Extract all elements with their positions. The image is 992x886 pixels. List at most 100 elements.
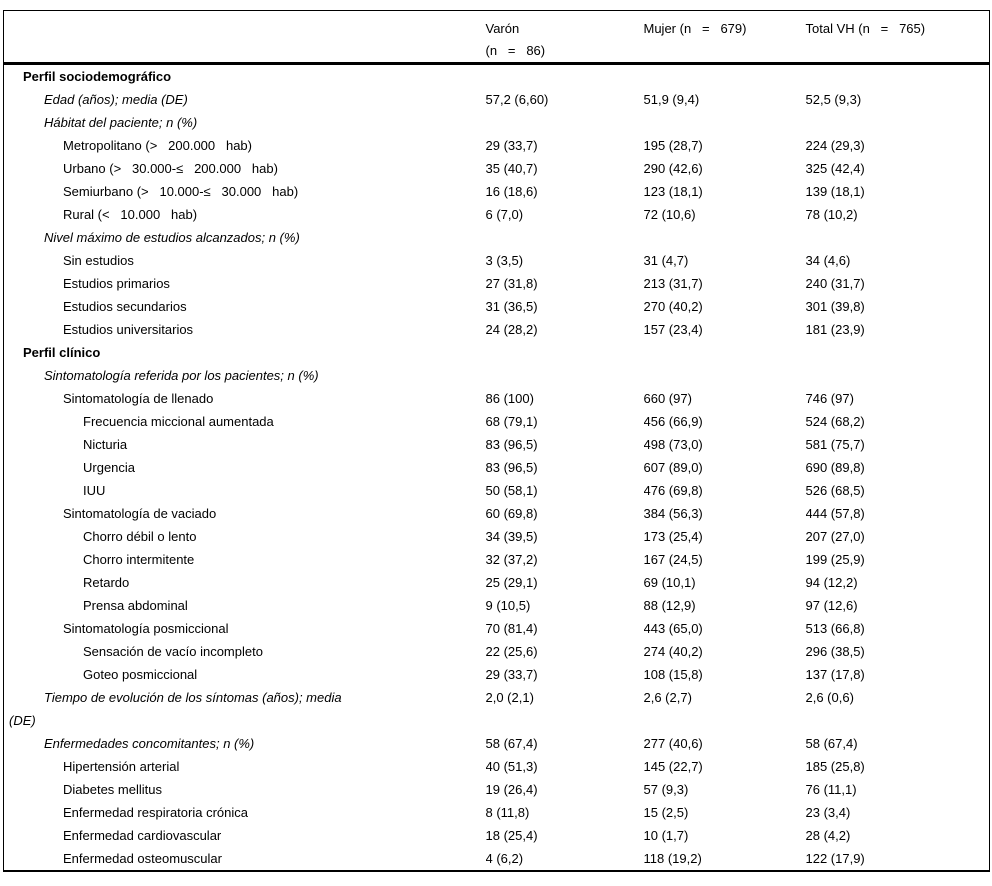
cell-value: 4 (6,2) <box>485 851 524 866</box>
cell-value <box>806 111 990 134</box>
cell-value: 60 (69,8) <box>485 506 538 521</box>
table-row: Perfil sociodemográfico <box>4 64 990 89</box>
cell-value: 123 (18,1) <box>643 184 703 199</box>
cell-value: 660 (97) <box>643 391 692 406</box>
cell-value: 69 (10,1) <box>643 575 696 590</box>
cell-value: 83 (96,5) <box>485 460 538 475</box>
cell-value: 301 (39,8) <box>805 299 865 314</box>
cell-value: 607 (89,0) <box>643 460 703 475</box>
cell-value: 456 (66,9) <box>643 414 703 429</box>
table-row: Sintomatología de llenado 86 (100) 660 (97… <box>4 387 990 410</box>
cell-value: 145 (22,7) <box>643 759 703 774</box>
table-row: Nivel máximo de estudios alcanzados; n (… <box>4 226 990 249</box>
table-row: IUU 50 (58,1) 476 (69,8) 526 (68,5) <box>4 479 990 502</box>
cell-value: 277 (40,6) <box>643 736 703 751</box>
cell-value: 10 (1,7) <box>643 828 689 843</box>
cell-value: 32 (37,2) <box>485 552 538 567</box>
row-label: Urbano (> 30.000-≤ 200.000 hab) <box>63 161 278 176</box>
cell-value: 195 (28,7) <box>643 138 703 153</box>
row-label: Goteo posmiccional <box>83 667 198 682</box>
cell-value <box>644 64 806 89</box>
cell-value: 34 (4,6) <box>805 253 851 268</box>
table-row: Prensa abdominal 9 (10,5) 88 (12,9) 97 (12,… <box>4 594 990 617</box>
table-row: Sin estudios 3 (3,5) 31 (4,7) 34 (4,6) <box>4 249 990 272</box>
row-label: Chorro intermitente <box>83 552 195 567</box>
row-label: Sintomatología referida por los paciente… <box>44 368 319 383</box>
cell-value: 86 (100) <box>485 391 534 406</box>
row-label: Enfermedad osteomuscular <box>63 851 222 866</box>
cell-value: 118 (19,2) <box>643 851 702 866</box>
table-row: Tiempo de evolución de los síntomas (año… <box>4 686 990 732</box>
row-label: Urgencia <box>83 460 136 475</box>
row-label: Tiempo de evolución de los síntomas (año… <box>9 690 342 728</box>
cell-value: 3 (3,5) <box>485 253 524 268</box>
row-label: Sintomatología de llenado <box>63 391 214 406</box>
table-row: Hipertensión arterial 40 (51,3) 145 (22,7)… <box>4 755 990 778</box>
table-row: Hábitat del paciente; n (%) <box>4 111 990 134</box>
cell-value: 97 (12,6) <box>805 598 858 613</box>
cell-value: 58 (67,4) <box>485 736 538 751</box>
cell-value <box>486 111 644 134</box>
table-row: Urgencia 83 (96,5) 607 (89,0) 690 (89,8) <box>4 456 990 479</box>
row-label: Metropolitano (> 200.000 hab) <box>63 138 252 153</box>
table-row: Diabetes mellitus 19 (26,4) 57 (9,3) 76 (11… <box>4 778 990 801</box>
table-row: Sintomatología referida por los paciente… <box>4 364 990 387</box>
cell-value: 18 (25,4) <box>485 828 538 843</box>
row-label: Sintomatología posmiccional <box>63 621 229 636</box>
row-label: Enfermedad respiratoria crónica <box>63 805 248 820</box>
header-row: Varón (n = 86) Mujer (n = 679) Total VH … <box>3 10 990 65</box>
cell-value <box>486 364 644 387</box>
cell-value: 157 (23,4) <box>643 322 703 337</box>
cell-value: 29 (33,7) <box>485 138 538 153</box>
cell-value <box>486 226 644 249</box>
cell-value: 50 (58,1) <box>485 483 538 498</box>
row-label: Perfil sociodemográfico <box>23 69 172 84</box>
row-label: Perfil clínico <box>23 345 101 360</box>
table-row: Metropolitano (> 200.000 hab) 29 (33,7) 19… <box>4 134 990 157</box>
cell-value: 16 (18,6) <box>485 184 538 199</box>
cell-value: 2,6 (2,7) <box>643 690 692 705</box>
cell-value: 173 (25,4) <box>643 529 703 544</box>
cell-value: 19 (26,4) <box>485 782 538 797</box>
table-row: Enfermedad respiratoria crónica 8 (11,8) 1… <box>4 801 990 824</box>
cell-value: 274 (40,2) <box>643 644 703 659</box>
cell-value: 181 (23,9) <box>805 322 865 337</box>
table-row: Perfil clínico <box>4 341 990 364</box>
table-body: Perfil sociodemográfico Edad (años); medi… <box>4 64 990 872</box>
cell-value: 476 (69,8) <box>643 483 703 498</box>
row-label: Estudios secundarios <box>63 299 187 314</box>
cell-value: 27 (31,8) <box>485 276 538 291</box>
cell-value: 83 (96,5) <box>485 437 538 452</box>
cell-value: 15 (2,5) <box>643 805 689 820</box>
cell-value: 240 (31,7) <box>805 276 865 291</box>
cell-value <box>644 341 806 364</box>
cell-value: 31 (36,5) <box>485 299 538 314</box>
cell-value: 22 (25,6) <box>485 644 538 659</box>
cell-value: 31 (4,7) <box>643 253 689 268</box>
cell-value: 70 (81,4) <box>485 621 538 636</box>
cell-value: 9 (10,5) <box>485 598 531 613</box>
cell-value: 52,5 (9,3) <box>805 92 862 107</box>
row-label: Enfermedad cardiovascular <box>63 828 222 843</box>
cell-value <box>806 364 990 387</box>
table-row: Estudios secundarios 31 (36,5) 270 (40,2) 3… <box>4 295 990 318</box>
table-header: Varón (n = 86) Mujer (n = 679) Total VH … <box>3 10 990 65</box>
cell-value: 40 (51,3) <box>485 759 538 774</box>
table-row: Retardo 25 (29,1) 69 (10,1) 94 (12,2) <box>4 571 990 594</box>
cell-value: 6 (7,0) <box>485 207 524 222</box>
cell-value: 23 (3,4) <box>805 805 851 820</box>
table-row: Goteo posmiccional 29 (33,7) 108 (15,8) 137… <box>4 663 990 686</box>
cell-value: 108 (15,8) <box>643 667 703 682</box>
cell-value <box>806 226 990 249</box>
cell-value: 524 (68,2) <box>805 414 865 429</box>
row-label: Hábitat del paciente; n (%) <box>44 115 198 130</box>
cell-value: 207 (27,0) <box>805 529 865 544</box>
row-label: IUU <box>83 483 106 498</box>
cell-value: 270 (40,2) <box>643 299 703 314</box>
cell-value: 34 (39,5) <box>485 529 538 544</box>
cell-value <box>486 341 644 364</box>
table-row: Sintomatología de vaciado 60 (69,8) 384 (5… <box>4 502 990 525</box>
header-col-total-vh: Total VH (n = 765) <box>805 10 990 65</box>
cell-value: 746 (97) <box>805 391 854 406</box>
